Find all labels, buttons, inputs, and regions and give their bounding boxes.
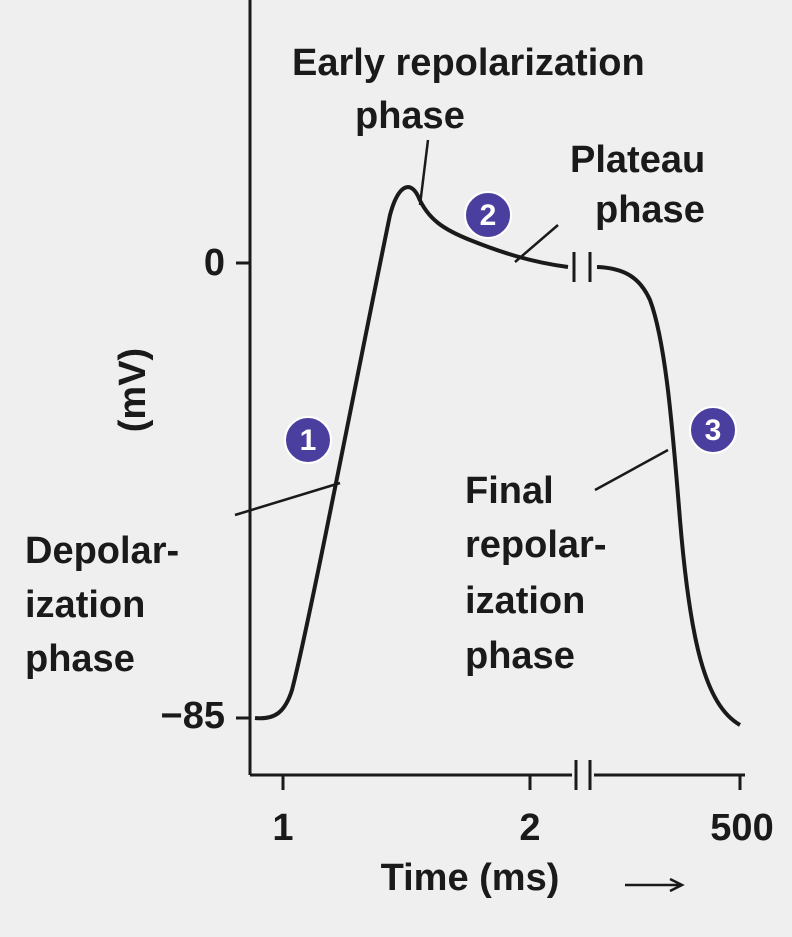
tick-marks [236, 261, 742, 790]
leader-line [514, 224, 559, 263]
phase-label: Final [465, 470, 554, 512]
phase-label: Early repolarization [292, 42, 645, 84]
phase-label: ization [25, 584, 145, 626]
x-tick-label: 1 [272, 807, 293, 849]
leader-line [234, 481, 341, 517]
y-tick-label: −85 [161, 695, 225, 737]
phase-number: 2 [480, 199, 497, 232]
phase-label: phase [465, 635, 575, 677]
y-axis-label: (mV) [112, 348, 154, 432]
arrow [625, 877, 685, 893]
phase-label: phase [25, 638, 135, 680]
action-potential-curve [596, 265, 742, 727]
action-potential-curve [254, 185, 569, 721]
phase-label: phase [355, 95, 465, 137]
x-axis-label: Time (ms) [381, 857, 560, 899]
x-tick-label: 500 [710, 807, 773, 849]
leader-line [594, 448, 669, 492]
phase-label: phase [595, 189, 705, 231]
phase-label: Depolar- [25, 530, 179, 572]
y-tick-label: 0 [204, 242, 225, 284]
curve-break [572, 252, 592, 282]
phase-badge [284, 416, 332, 464]
phase-label: repolar- [465, 524, 606, 566]
phase-label: ization [465, 580, 585, 622]
axis-break [574, 760, 592, 790]
x-tick-label: 2 [519, 807, 540, 849]
leader-line [418, 139, 430, 206]
phase-label: Plateau [570, 139, 705, 181]
phase-badge [689, 406, 737, 454]
phase-number: 1 [300, 424, 317, 457]
phase-number: 3 [705, 414, 722, 447]
phase-badge [464, 191, 512, 239]
